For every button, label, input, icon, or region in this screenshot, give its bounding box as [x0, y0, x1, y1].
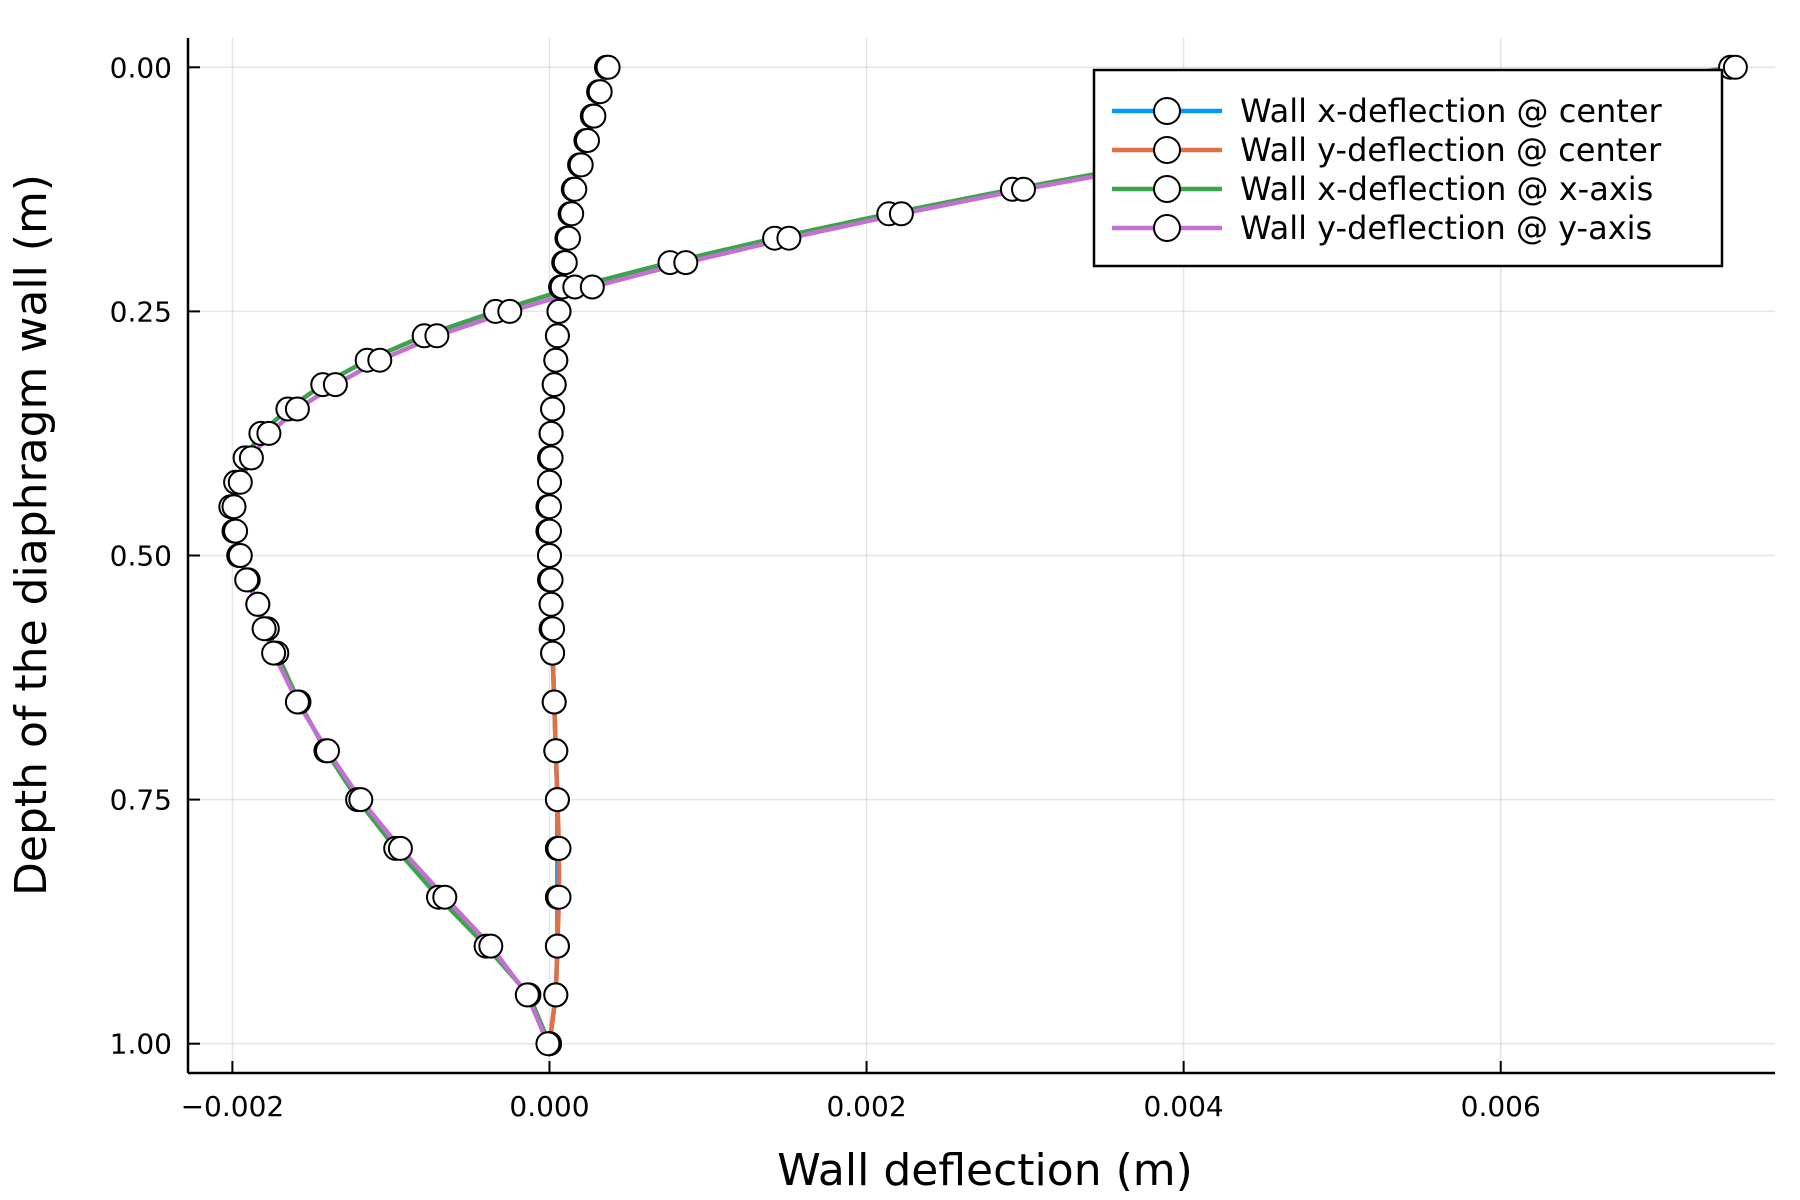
legend-swatch-marker — [1153, 175, 1181, 203]
x-tick-label: 0.004 — [1144, 1090, 1224, 1123]
data-point — [387, 835, 413, 861]
data-point — [544, 323, 570, 349]
data-point — [315, 738, 340, 764]
data-point — [256, 420, 282, 446]
tick-labels: −0.002 0.000 0.002 0.004 0.006 0.00 0.25 0.50 0.… — [110, 51, 1541, 1123]
y-tick-label: 0.50 — [110, 540, 172, 573]
data-point — [367, 347, 393, 373]
x-tick-label: 0.002 — [826, 1090, 906, 1123]
data-point — [546, 835, 572, 861]
data-point — [546, 298, 572, 324]
data-point — [261, 640, 287, 666]
data-point — [227, 543, 253, 568]
y-axis-title: Depth of the diaphragm wall (m) — [6, 174, 57, 896]
data-point — [587, 79, 613, 105]
data-point — [537, 543, 562, 568]
data-point — [1011, 176, 1036, 202]
data-point — [227, 469, 253, 495]
data-point — [478, 933, 504, 959]
data-point — [538, 420, 564, 446]
data-point — [673, 250, 699, 276]
data-point — [579, 274, 605, 300]
data-point — [322, 372, 348, 398]
data-point — [575, 128, 600, 153]
series-markers — [218, 54, 1748, 1057]
data-point — [776, 225, 802, 251]
y-tick-label: 1.00 — [110, 1028, 172, 1061]
data-point — [538, 567, 564, 593]
data-point — [595, 54, 621, 80]
x-tick-label: −0.002 — [181, 1090, 285, 1123]
data-point — [221, 494, 247, 520]
legend-swatch-marker — [1153, 214, 1181, 242]
y-tick-label: 0.00 — [110, 51, 172, 84]
legend-swatch-marker — [1153, 136, 1181, 164]
data-point — [543, 982, 569, 1008]
data-point — [544, 933, 570, 959]
data-point — [432, 884, 458, 910]
data-point — [251, 616, 277, 642]
data-point — [552, 250, 578, 276]
data-point — [559, 201, 585, 227]
legend-box — [1092, 68, 1724, 268]
x-tick-label: 0.006 — [1461, 1090, 1541, 1123]
legend-swatch-marker — [1153, 97, 1181, 125]
data-point — [284, 396, 310, 422]
data-point — [543, 347, 569, 373]
data-point — [556, 225, 581, 251]
data-point — [541, 689, 567, 715]
data-point — [1722, 54, 1748, 80]
data-point — [245, 591, 271, 617]
y-tick-label: 0.25 — [110, 295, 172, 328]
data-point — [497, 298, 523, 324]
data-point — [348, 787, 374, 813]
data-point — [546, 884, 572, 910]
data-point — [537, 494, 562, 520]
data-point — [888, 201, 914, 227]
data-point — [544, 787, 570, 813]
x-axis-title: Wall deflection (m) — [777, 1145, 1193, 1196]
data-point — [234, 567, 260, 593]
data-point — [568, 152, 594, 178]
data-point — [581, 103, 607, 129]
data-point — [514, 982, 540, 1008]
data-point — [284, 689, 310, 715]
x-tick-label: 0.000 — [509, 1090, 589, 1123]
legend-label: Wall y-deflection @ y-axis — [1240, 209, 1652, 247]
data-point — [238, 445, 264, 471]
data-point — [424, 323, 450, 349]
data-point — [541, 372, 567, 398]
axes — [186, 38, 1775, 1075]
data-point — [537, 469, 562, 495]
data-point — [540, 616, 566, 642]
data-point — [540, 396, 566, 422]
legend-label: Wall x-deflection @ center — [1240, 92, 1663, 130]
legend-label: Wall y-deflection @ center — [1240, 131, 1662, 169]
legend-label: Wall x-deflection @ x-axis — [1240, 170, 1653, 208]
data-point — [562, 176, 588, 202]
data-point — [540, 640, 566, 666]
data-point — [223, 518, 249, 544]
data-point — [537, 518, 562, 544]
data-point — [538, 591, 564, 617]
data-point — [535, 1031, 561, 1057]
data-point — [543, 738, 569, 764]
data-point — [538, 445, 564, 471]
y-tick-label: 0.75 — [110, 784, 172, 817]
